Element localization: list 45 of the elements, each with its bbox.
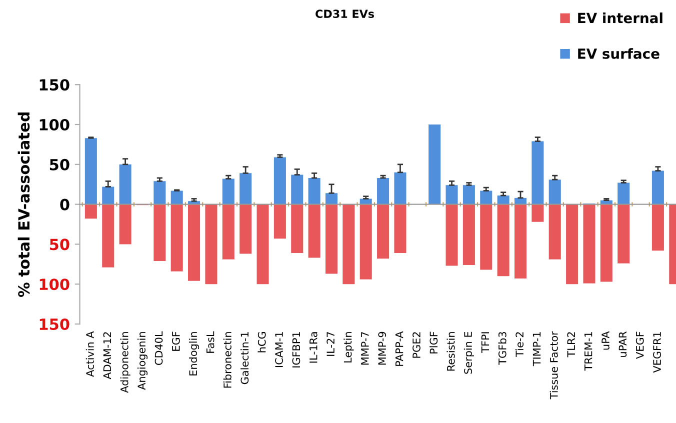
x-tick-label: Fibronectin xyxy=(223,332,232,388)
legend-label: EV internal xyxy=(578,12,662,24)
x-tick-label: uPA xyxy=(602,331,610,350)
x-tick-label: Galectin-1 xyxy=(240,332,249,384)
x-tick-label: Tissue Factor xyxy=(550,331,558,400)
legend-label: EV surface xyxy=(578,48,660,59)
x-tick-label: IL-1Ra xyxy=(310,332,318,363)
x-tick-label: IL-27 xyxy=(326,332,334,356)
x-tick-label: CD40L xyxy=(154,331,163,365)
chart-title: CD31 EVs xyxy=(316,10,374,18)
y-tick-label: 0 xyxy=(60,198,70,210)
x-tick-label: PlGF xyxy=(430,332,438,354)
x-tick-label: Resistin xyxy=(446,332,455,371)
x-tick-label: hCG xyxy=(258,332,266,352)
x-tick-label: VEGFR1 xyxy=(653,332,661,373)
x-tick-label: PGE2 xyxy=(412,332,420,358)
x-tick-label: MMP-7 xyxy=(361,332,369,365)
x-tick-label: Leptin xyxy=(344,332,354,362)
x-tick-label: TREM-1 xyxy=(584,332,592,371)
y-tick-label: 100 xyxy=(40,278,70,290)
x-tick-label: PAPP-A xyxy=(396,331,404,366)
x-tick-label: VEGF xyxy=(636,332,644,359)
x-tick-label: TFPI xyxy=(481,332,490,353)
x-tick-label: Serpin E xyxy=(464,332,474,374)
x-tick-label: MMP-9 xyxy=(378,332,386,365)
y-tick-label: 150 xyxy=(40,79,70,91)
x-tick-label: Adiponectin xyxy=(120,332,130,393)
y-tick-label: 150 xyxy=(40,318,70,330)
x-tick-label: Activin A xyxy=(86,331,94,377)
x-tick-label: Endoglin xyxy=(188,332,200,376)
y-tick-label: 50 xyxy=(50,158,70,170)
x-tick-label: EGF xyxy=(172,332,180,351)
x-tick-label: TLR2 xyxy=(567,332,575,358)
x-tick-label: uPAR xyxy=(618,332,627,357)
x-tick-label: FasL xyxy=(206,331,214,353)
y-axis-title: % total EV-associated xyxy=(18,112,30,297)
x-tick-label: Tie-2 xyxy=(515,332,524,357)
x-tick-label: TIMP-1 xyxy=(532,332,541,366)
x-tick-label: Angiogenin xyxy=(137,332,148,390)
x-tick-label: TGFb3 xyxy=(498,332,506,365)
x-tick-label: ICAM-1 xyxy=(275,332,283,368)
x-tick-label: IGFBP1 xyxy=(292,332,300,368)
y-tick-label: 100 xyxy=(40,118,70,131)
y-tick-label: 50 xyxy=(50,238,70,250)
x-tick-label: ADAM-12 xyxy=(103,332,111,380)
